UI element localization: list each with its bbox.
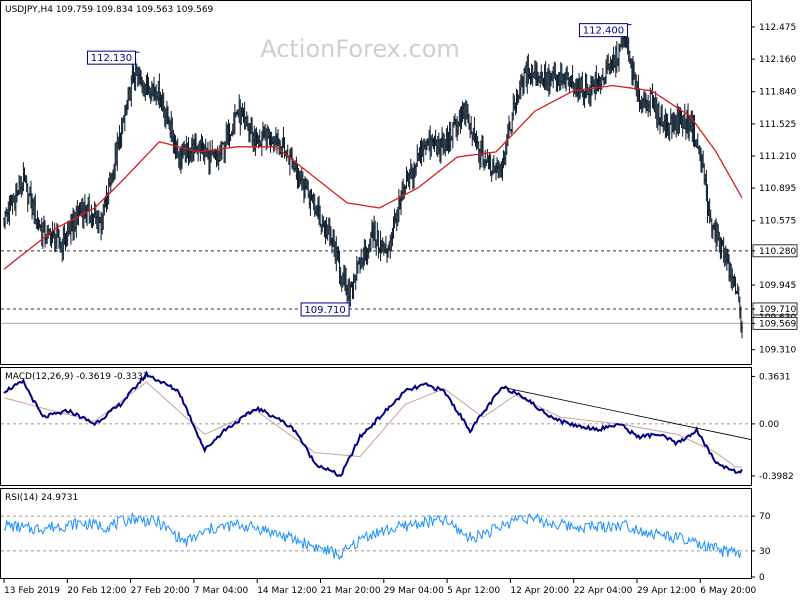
x-tick-label: 14 Mar 12:00 [257, 586, 317, 596]
price-tick-label: 110.280 [759, 247, 796, 257]
x-tick-label: 5 Apr 12:00 [447, 586, 500, 596]
moving-average-line [3, 84, 743, 270]
price-tick-label: 110.895 [759, 184, 796, 194]
macd-tick-label: 0.00 [759, 420, 779, 430]
price-tick-label: 112.160 [759, 55, 796, 65]
annotation-label: 112.400 [583, 26, 624, 37]
price-tick-label: 111.840 [759, 88, 796, 98]
annotation-2: 109.710 [300, 302, 350, 317]
price-tick-label: 110.575 [759, 217, 796, 227]
annotation-label: 109.710 [304, 305, 345, 316]
annotation-box [86, 50, 136, 65]
price-tick-label: 112.475 [759, 23, 796, 33]
annotation-1: 112.400 [578, 23, 632, 38]
annotation-label: 112.130 [91, 53, 132, 64]
price-tick-label: 109.945 [759, 281, 796, 291]
price-tick-label: 109.569 [759, 319, 796, 329]
rsi-tick-label: 30 [759, 547, 771, 557]
rsi-title: RSI(14) 24.9731 [5, 493, 78, 503]
price-tick-label: 109.710 [759, 305, 796, 315]
x-tick-label: 21 Mar 20:00 [321, 586, 381, 596]
x-tick-label: 12 Apr 20:00 [510, 586, 569, 596]
x-tick-label: 7 Mar 04:00 [194, 586, 249, 596]
price-tick-label: 111.525 [759, 120, 796, 130]
x-tick-label: 20 Feb 12:00 [67, 586, 126, 596]
x-tick-label: 6 May 20:00 [700, 586, 756, 596]
watermark: ActionForex.com [260, 35, 460, 63]
x-tick-label: 29 Apr 12:00 [637, 586, 696, 596]
macd-line [3, 370, 743, 478]
price-bar [741, 321, 743, 339]
macd-panel-border [0, 367, 752, 486]
macd-title: MACD(12,26,9) -0.3619 -0.3337 [5, 372, 149, 382]
price-tick-label: 109.310 [759, 346, 796, 356]
x-tick-label: 22 Apr 04:00 [574, 586, 633, 596]
price-tick-label: 111.210 [759, 152, 796, 162]
annotation-box [578, 23, 628, 38]
main-plot: 112.130 112.400 109.710 [1, 23, 751, 339]
macd-tick-label: 0.3631 [759, 372, 791, 382]
macd-plot [1, 370, 752, 478]
macd-trendline [502, 386, 752, 440]
rsi-tick-label: 70 [759, 512, 771, 522]
annotation-0: 112.130 [86, 50, 140, 65]
annotation-box [300, 302, 350, 317]
macd-tick-label: -0.3982 [759, 472, 794, 482]
axes: 112.475 112.160 111.840 111.525 111.210 110.8… [3, 23, 798, 596]
rsi-tick-label: 0 [759, 573, 765, 583]
x-tick-label: 27 Feb 20:00 [131, 586, 190, 596]
rsi-plot [1, 511, 751, 561]
x-tick-label: 29 Mar 04:00 [384, 586, 444, 596]
main-title: USDJPY,H4 109.759 109.834 109.563 109.56… [5, 5, 214, 15]
x-tick-label: 13 Feb 2019 [4, 586, 60, 596]
rsi-line [3, 511, 742, 561]
